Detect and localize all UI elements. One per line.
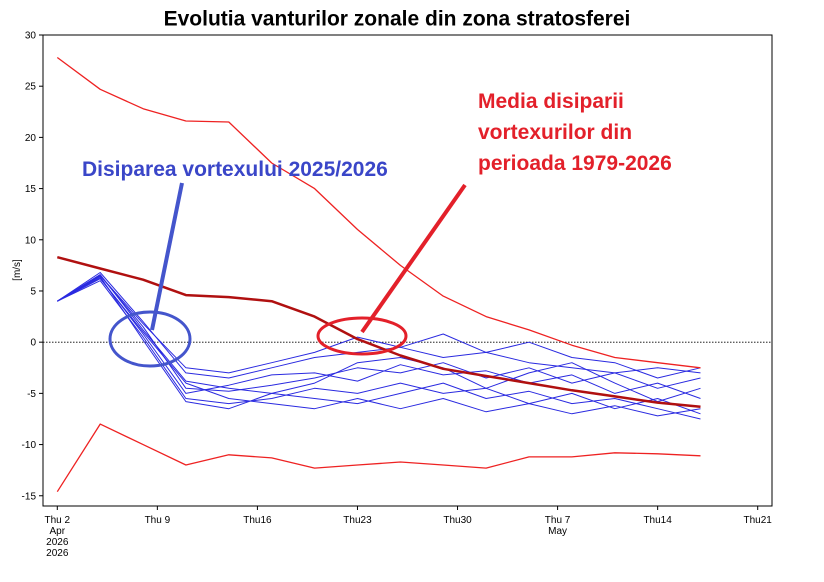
x-tick-label: Thu 2 Apr 2026 2026 xyxy=(45,515,71,559)
series-line xyxy=(57,277,701,399)
y-tick-label: 0 xyxy=(30,338,36,349)
annotation: Media disiparii vortexurilor din perioada … xyxy=(478,90,672,175)
series-line xyxy=(56,255,701,408)
plot-frame xyxy=(42,34,773,507)
x-tick-label: Thu23 xyxy=(343,515,372,526)
y-tick-label: 20 xyxy=(25,133,37,144)
series-line xyxy=(57,278,701,417)
y-tick-label: 15 xyxy=(25,184,37,195)
x-tick-label: Thu 9 xyxy=(145,515,171,526)
series-line xyxy=(57,274,701,403)
y-tick-label: 25 xyxy=(25,82,37,93)
highlight-ellipse xyxy=(316,316,408,356)
x-tick-label: Thu 7 May xyxy=(545,515,571,537)
pointer-arrow xyxy=(360,183,467,334)
series-line xyxy=(57,275,701,392)
series-line xyxy=(57,276,701,420)
series-line xyxy=(56,56,701,369)
annotation: Disiparea vortexului 2025/2026 xyxy=(82,158,388,181)
y-axis-label: [m/s] xyxy=(12,259,23,281)
series-line xyxy=(57,272,701,379)
x-tick-label: Thu30 xyxy=(443,515,472,526)
y-tick-label: 30 xyxy=(25,31,37,42)
pointer-arrow xyxy=(150,182,184,331)
x-tick-label: Thu16 xyxy=(243,515,272,526)
y-tick-label: 10 xyxy=(25,235,37,246)
series-line xyxy=(57,275,701,379)
y-tick-label: -10 xyxy=(22,440,37,451)
chart-title: Evolutia vanturilor zonale din zona stra… xyxy=(164,8,631,31)
y-tick-label: -15 xyxy=(22,491,37,502)
series-line xyxy=(56,423,701,493)
x-tick-label: Thu14 xyxy=(643,515,672,526)
x-tick-label: Thu21 xyxy=(744,515,773,526)
highlight-ellipse xyxy=(108,310,192,368)
y-tick-label: -5 xyxy=(27,389,36,400)
y-tick-label: 5 xyxy=(30,286,36,297)
